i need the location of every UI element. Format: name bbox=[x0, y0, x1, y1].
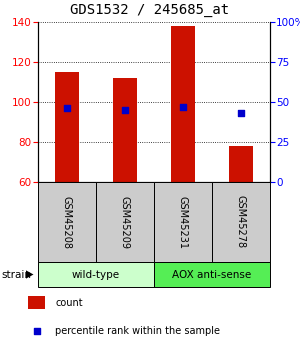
Text: GSM45231: GSM45231 bbox=[178, 196, 188, 248]
FancyBboxPatch shape bbox=[212, 182, 270, 262]
FancyBboxPatch shape bbox=[96, 182, 154, 262]
Point bbox=[123, 107, 128, 113]
Bar bbox=[113, 78, 136, 182]
Text: GSM45209: GSM45209 bbox=[120, 196, 130, 248]
FancyBboxPatch shape bbox=[38, 262, 154, 287]
Point bbox=[64, 106, 69, 111]
FancyBboxPatch shape bbox=[38, 182, 96, 262]
Text: GSM45278: GSM45278 bbox=[236, 195, 246, 248]
FancyBboxPatch shape bbox=[154, 182, 212, 262]
FancyBboxPatch shape bbox=[154, 262, 270, 287]
Bar bbox=[171, 26, 195, 182]
Text: percentile rank within the sample: percentile rank within the sample bbox=[55, 325, 220, 335]
Bar bbox=[230, 146, 253, 182]
Point bbox=[181, 104, 185, 110]
Point bbox=[238, 110, 243, 116]
Text: count: count bbox=[55, 298, 83, 308]
Text: AOX anti-sense: AOX anti-sense bbox=[172, 269, 252, 279]
Text: strain: strain bbox=[2, 269, 31, 279]
Bar bbox=[56, 72, 79, 182]
Text: GDS1532 / 245685_at: GDS1532 / 245685_at bbox=[70, 3, 230, 17]
Text: wild-type: wild-type bbox=[72, 269, 120, 279]
Polygon shape bbox=[26, 270, 34, 279]
Text: GSM45208: GSM45208 bbox=[62, 196, 72, 248]
Bar bbox=[28, 296, 45, 309]
Point bbox=[34, 328, 39, 333]
